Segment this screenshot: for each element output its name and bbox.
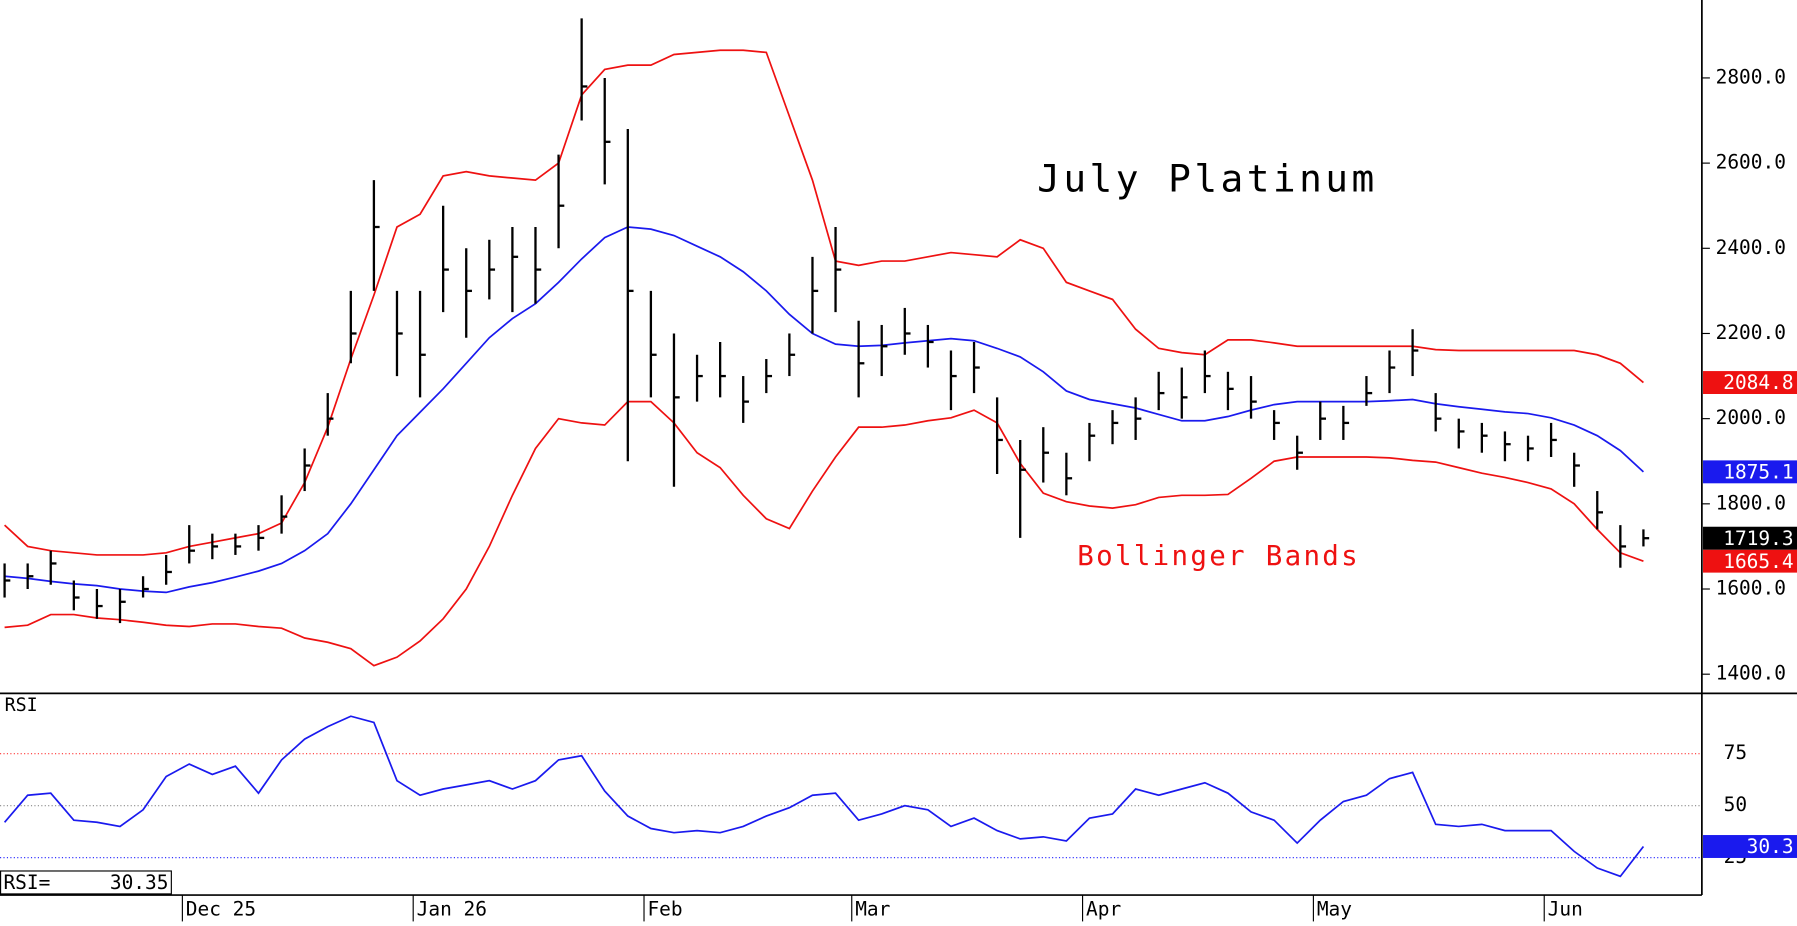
last-value-label: 1719.3: [1723, 527, 1793, 550]
y-tick-label: 2400.0: [1716, 236, 1786, 259]
last-value-box: [1703, 371, 1797, 394]
last-value-label: 2084.8: [1723, 371, 1793, 394]
y-tick-label: 75: [1724, 741, 1747, 764]
rsi-readout-box: [0, 870, 172, 895]
last-value-box: [1703, 549, 1797, 573]
x-tick-label: May: [1317, 897, 1352, 920]
rsi-title: RSI: [5, 695, 38, 716]
last-value-label: 1665.4: [1723, 550, 1793, 573]
x-tick-label: Apr: [1086, 897, 1121, 920]
annotation: Bollinger Bands: [1077, 540, 1360, 572]
last-value-box: [1703, 526, 1797, 550]
bollinger-band: [4, 226, 1645, 594]
rsi-readout-value: 30.35: [110, 871, 169, 894]
rsi-readout-label: RSI=: [3, 871, 50, 894]
y-tick-label: 1400.0: [1716, 662, 1786, 685]
y-tick-label: 50: [1724, 793, 1747, 816]
chart-title: July Platinum: [1037, 157, 1378, 201]
y-tick-label: 2000.0: [1716, 406, 1786, 429]
y-tick-label: 2200.0: [1716, 321, 1786, 344]
x-tick-label: Mar: [855, 897, 890, 920]
y-tick-label: 1800.0: [1716, 491, 1786, 514]
x-tick-label: Jan 26: [417, 897, 487, 920]
y-tick-label: 2600.0: [1716, 151, 1786, 174]
x-tick-label: Dec 25: [186, 897, 256, 920]
y-tick-label: 1600.0: [1716, 577, 1786, 600]
last-value-label: 1875.1: [1723, 460, 1793, 483]
last-value-box: [1703, 835, 1797, 858]
y-tick-label: 2800.0: [1716, 65, 1786, 88]
bollinger-band: [4, 49, 1644, 556]
bollinger-band: [4, 400, 1644, 667]
last-value-box: [1703, 460, 1797, 484]
x-tick-label: Feb: [647, 897, 682, 920]
last-value-label: 30.3: [1747, 835, 1794, 858]
rsi-line: [3, 715, 1645, 878]
x-tick-label: Jun: [1548, 897, 1583, 920]
